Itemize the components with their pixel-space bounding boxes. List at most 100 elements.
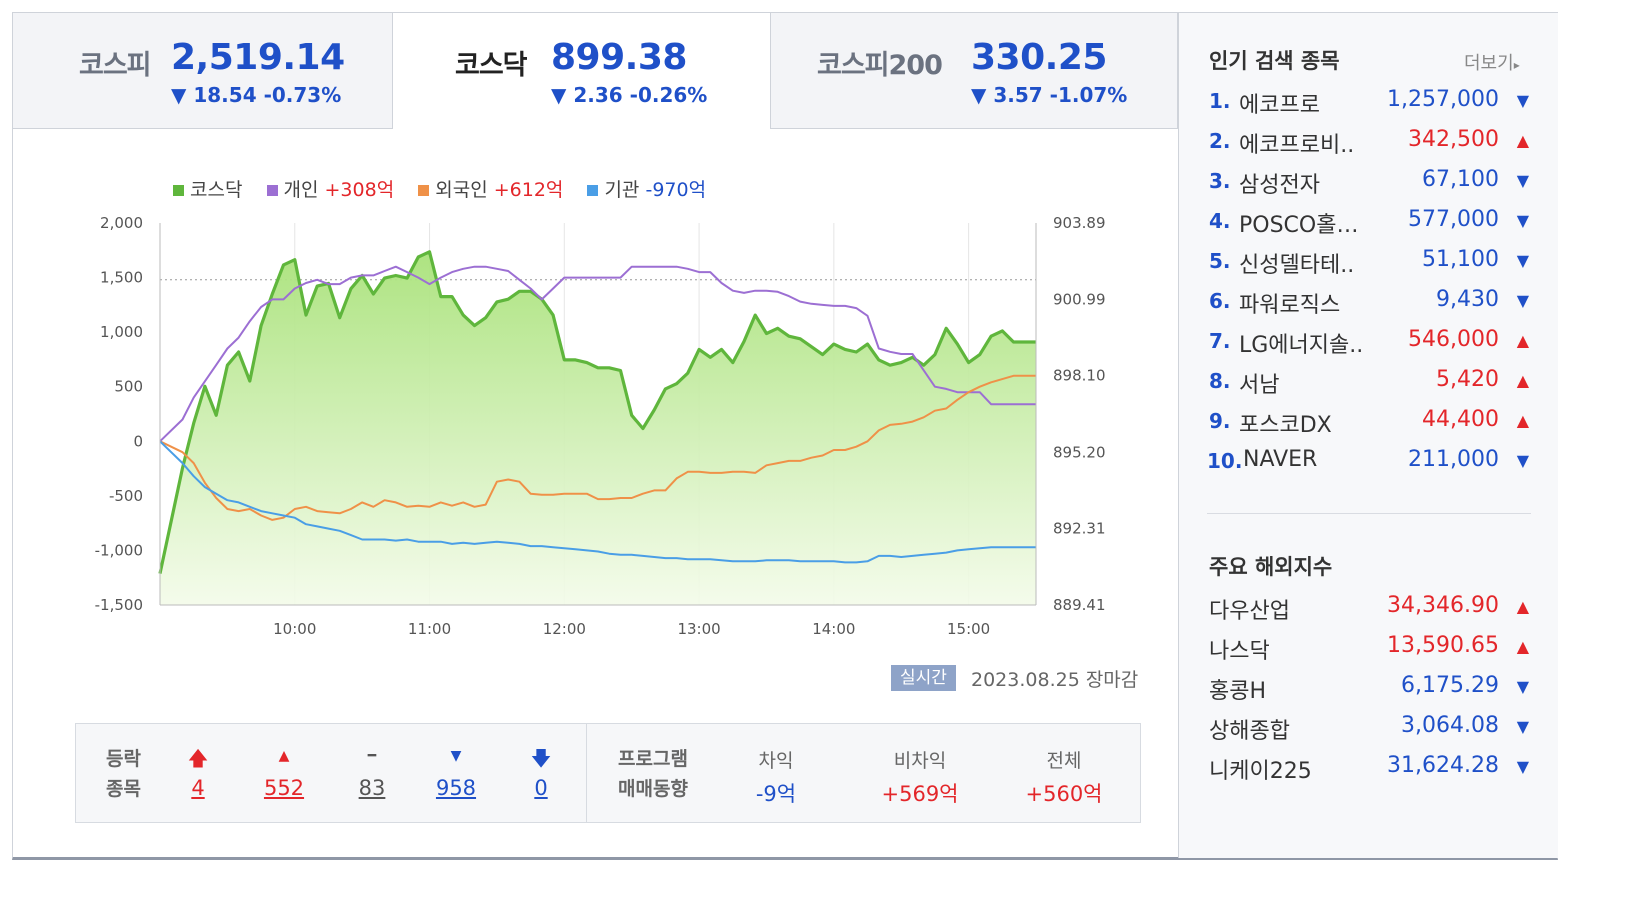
tab-value: 330.25	[971, 37, 1107, 78]
index-price: 6,175.29	[1401, 673, 1499, 698]
stock-name[interactable]: 포스코DX	[1239, 413, 1332, 438]
stock-name[interactable]: NAVER	[1243, 447, 1318, 472]
chart-legend: 코스닥 개인 +308억 외국인 +612억 기관 -970억	[173, 175, 724, 202]
overseas-index-row[interactable]: 나스닥 13,590.65 ▲	[1209, 631, 1529, 667]
legend-label: 개인	[283, 179, 319, 201]
more-label: 더보기	[1464, 53, 1514, 74]
stock-name[interactable]: 에코프로	[1239, 93, 1320, 118]
overseas-title: 주요 해외지수	[1209, 555, 1333, 579]
legend-label: 코스닥	[190, 179, 243, 201]
tab-name: 코스닥	[455, 50, 528, 81]
rise-icon: ▲	[278, 748, 290, 764]
more-link[interactable]: 더보기▸	[1464, 49, 1520, 75]
y-right-tick-label: 889.41	[1053, 596, 1106, 614]
breadth-count-link[interactable]: 83	[358, 776, 386, 800]
popular-stock-row[interactable]: 7. LG에너지솔.. 546,000 ▲	[1209, 325, 1529, 361]
tab-name: 코스피	[79, 50, 152, 81]
index-name[interactable]: 다우산업	[1209, 599, 1290, 624]
popular-stock-row[interactable]: 4. POSCO홀… 577,000 ▼	[1209, 205, 1529, 241]
stock-price: 67,100	[1422, 167, 1499, 192]
x-tick-label: 11:00	[408, 620, 451, 638]
breadth-count-link[interactable]: 958	[435, 776, 477, 800]
x-tick-label: 10:00	[273, 620, 316, 638]
fall-icon: ▼	[1516, 171, 1529, 190]
overseas-index-row[interactable]: 홍콩H 6,175.29 ▼	[1209, 671, 1529, 707]
right-panel: 인기 검색 종목 더보기▸ 1. 에코프로 1,257,000 ▼ 2. 에코프로비.. 3…	[1178, 13, 1558, 858]
popular-stock-row[interactable]: 10. NAVER 211,000 ▼	[1207, 445, 1529, 481]
x-tick-label: 13:00	[677, 620, 720, 638]
stock-price: 342,500	[1408, 127, 1499, 152]
rise-icon: ▲	[1516, 597, 1529, 616]
series-line-foreign	[159, 374, 1036, 521]
rank-number: 5.	[1209, 249, 1231, 273]
popular-stock-row[interactable]: 2. 에코프로비.. 342,500 ▲	[1209, 125, 1529, 161]
y-left-tick-label: 500	[114, 378, 143, 396]
y-left-tick-label: 1,500	[100, 269, 143, 287]
index-name[interactable]: 나스닥	[1209, 639, 1270, 664]
breadth-count-link[interactable]: 0	[534, 776, 548, 800]
stock-price: 44,400	[1422, 407, 1499, 432]
overseas-index-row[interactable]: 니케이225 31,624.28 ▼	[1209, 751, 1529, 787]
index-price: 13,590.65	[1387, 633, 1499, 658]
rank-number: 1.	[1209, 89, 1231, 113]
breadth-count-link[interactable]: 4	[191, 776, 205, 800]
tab-kospi[interactable]: 코스피 2,519.14 ▼ 18.54 -0.73%	[13, 13, 393, 129]
rise-icon: ▲	[1516, 411, 1529, 430]
breadth-count-link[interactable]: 552	[263, 776, 305, 800]
section-divider	[1207, 513, 1531, 514]
y-left-tick-label: -1,000	[95, 541, 143, 559]
tab-value: 2,519.14	[171, 37, 345, 78]
market-close-timestamp: 2023.08.25 장마감	[971, 669, 1139, 691]
stock-price: 577,000	[1408, 207, 1499, 232]
index-name[interactable]: 상해종합	[1209, 719, 1290, 744]
fall-icon: ▼	[450, 748, 462, 764]
tab-kosdaq[interactable]: 코스닥 899.38 ▼ 2.36 -0.26%	[393, 13, 771, 129]
series-line-kosdaq	[158, 250, 1036, 574]
x-tick-label: 12:00	[543, 620, 586, 638]
y-left-tick-label: -500	[109, 487, 143, 505]
stock-name[interactable]: 에코프로비..	[1239, 133, 1355, 158]
popular-stock-row[interactable]: 5. 신성델타테.. 51,100 ▼	[1209, 245, 1529, 281]
fall-icon: ▼	[1516, 717, 1529, 736]
stock-name[interactable]: 신성델타테..	[1239, 253, 1355, 278]
stock-price: 9,430	[1436, 287, 1499, 312]
index-price: 3,064.08	[1401, 713, 1499, 738]
intraday-chart: 10:00 11:00 12:00 13:00 14:00 15:00 2,000 1,500…	[95, 214, 1106, 638]
breadth-label-line: 종목	[106, 778, 141, 800]
index-price: 34,346.90	[1387, 593, 1499, 618]
series-line-institution	[159, 440, 1036, 564]
popular-stock-row[interactable]: 6. 파워로직스 9,430 ▼	[1209, 285, 1529, 321]
series-line-individual	[159, 265, 1036, 443]
index-price: 31,624.28	[1387, 753, 1499, 778]
legend-swatch	[418, 185, 430, 196]
popular-stock-row[interactable]: 8. 서남 5,420 ▲	[1209, 365, 1529, 401]
stock-name[interactable]: 삼성전자	[1239, 173, 1320, 198]
stock-name[interactable]: 서남	[1239, 373, 1280, 398]
breadth-label: 등락 종목	[106, 744, 141, 804]
legend-swatch	[587, 185, 599, 196]
popular-stock-row[interactable]: 3. 삼성전자 67,100 ▼	[1209, 165, 1529, 201]
y-right-tick-label: 892.31	[1053, 519, 1106, 537]
overseas-index-row[interactable]: 상해종합 3,064.08 ▼	[1209, 711, 1529, 747]
tab-kospi200[interactable]: 코스피200 330.25 ▼ 3.57 -1.07%	[771, 13, 1178, 129]
stock-name[interactable]: POSCO홀…	[1239, 213, 1359, 238]
overseas-index-row[interactable]: 다우산업 34,346.90 ▲	[1209, 591, 1529, 627]
legend-foreign: 외국인 +612억	[418, 175, 563, 202]
stock-name[interactable]: 파워로직스	[1239, 293, 1341, 318]
rank-number: 10.	[1207, 449, 1243, 473]
popular-stock-row[interactable]: 9. 포스코DX 44,400 ▲	[1209, 405, 1529, 441]
program-value: +560억	[1025, 782, 1103, 806]
legend-kosdaq: 코스닥	[173, 175, 242, 202]
tab-change: ▼ 2.36 -0.26%	[551, 83, 708, 107]
legend-value: +308억	[324, 179, 395, 201]
stock-name[interactable]: LG에너지솔..	[1239, 333, 1364, 358]
x-tick-label: 14:00	[812, 620, 855, 638]
index-name[interactable]: 니케이225	[1209, 759, 1312, 784]
x-tick-label: 15:00	[947, 620, 990, 638]
popular-stock-row[interactable]: 1. 에코프로 1,257,000 ▼	[1209, 85, 1529, 121]
index-name[interactable]: 홍콩H	[1209, 679, 1267, 704]
y-left-tick-label: 2,000	[100, 214, 143, 232]
program-head: 차익	[758, 750, 794, 772]
rise-icon: ▲	[1516, 637, 1529, 656]
tab-change: ▼ 3.57 -1.07%	[971, 83, 1128, 107]
